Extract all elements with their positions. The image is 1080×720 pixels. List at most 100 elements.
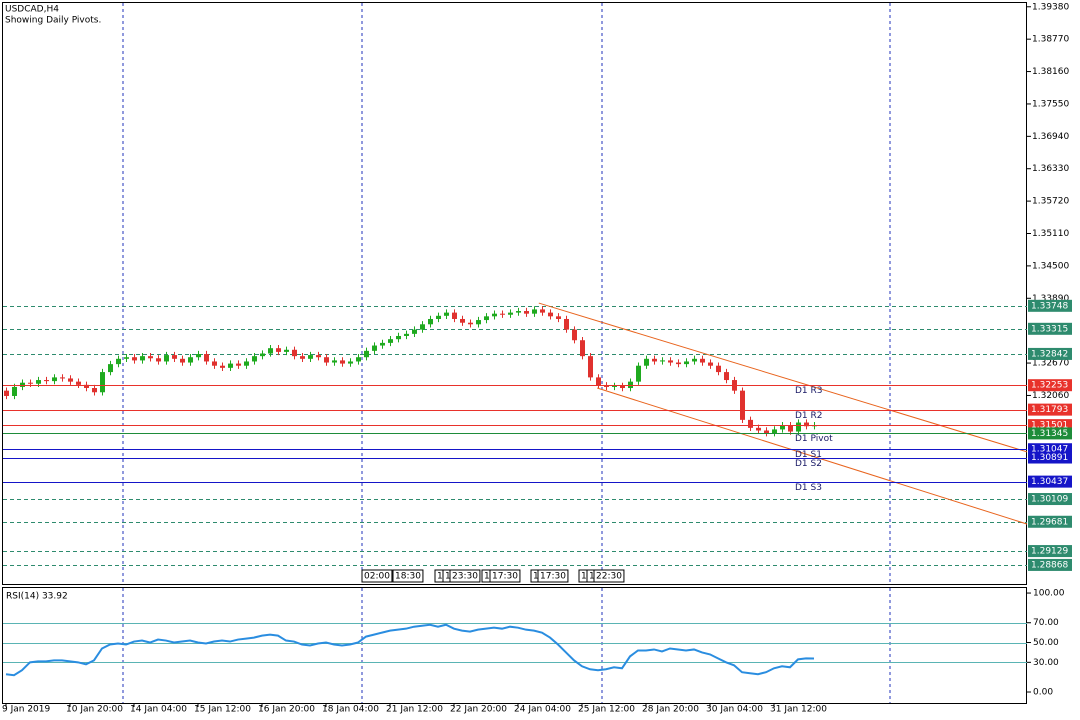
- candle-body: [540, 309, 545, 313]
- candle-body: [620, 385, 625, 389]
- x-tick-label: 15 Jan 12:00: [194, 705, 251, 715]
- price-label-box: [1028, 493, 1072, 506]
- candle-body: [124, 357, 129, 359]
- session-marker: 02:00: [364, 572, 390, 582]
- chart-subtitle: Showing Daily Pivots.: [5, 16, 101, 26]
- candle-body: [756, 427, 761, 431]
- candle-body: [28, 382, 33, 384]
- candle-body: [596, 377, 601, 386]
- price-label: 1.29129: [1031, 547, 1068, 557]
- candle-body: [612, 385, 617, 387]
- price-label: 1.33315: [1031, 324, 1068, 334]
- candle-body: [652, 358, 657, 362]
- candle-body: [52, 377, 57, 382]
- y-tick-label: 100.00: [1033, 589, 1065, 599]
- candle-body: [636, 365, 641, 382]
- y-tick-label: 1.32060: [1032, 391, 1069, 401]
- pivot-name: D1 R3: [795, 386, 823, 396]
- rsi-title: RSI(14) 33.92: [6, 592, 68, 602]
- price-label-box: [1028, 403, 1072, 416]
- candle-body: [740, 390, 745, 420]
- candle-body: [580, 340, 585, 357]
- session-marker-box: [361, 569, 393, 583]
- candle-body: [44, 380, 49, 382]
- candle-body: [348, 361, 353, 364]
- candle-body: [244, 361, 249, 366]
- y-tick-label: 1.39380: [1032, 2, 1069, 12]
- x-tick-label: 30 Jan 04:00: [706, 705, 763, 715]
- candle-body: [228, 363, 233, 368]
- session-marker: 17:30: [492, 572, 518, 582]
- candle-body: [532, 309, 537, 314]
- y-tick-label: 1.35110: [1032, 229, 1069, 239]
- candle-body: [268, 348, 273, 354]
- session-marker-box: [537, 569, 569, 583]
- price-label-box: [1028, 515, 1072, 528]
- candle-body: [468, 322, 473, 325]
- price-label: 1.29681: [1031, 517, 1068, 527]
- pivot-name: D1 S1: [795, 450, 822, 460]
- candle-body: [780, 425, 785, 430]
- trendline: [538, 302, 1027, 453]
- y-tick-label: 30.00: [1033, 658, 1059, 668]
- price-label: 1.31793: [1031, 405, 1068, 415]
- x-tick-label: 28 Jan 20:00: [642, 705, 699, 715]
- price-label-box: [1028, 322, 1072, 335]
- session-marker-box: [392, 569, 424, 583]
- candle-body: [556, 316, 561, 319]
- candle-body: [524, 311, 529, 314]
- price-label-box: [1028, 379, 1072, 392]
- candle-body: [276, 348, 281, 352]
- candle-body: [644, 358, 649, 366]
- session-marker-box: [449, 569, 481, 583]
- candle-body: [724, 372, 729, 381]
- candle-body: [804, 422, 809, 427]
- price-label: 1.28868: [1031, 560, 1068, 570]
- candle-body: [452, 312, 457, 319]
- candle-body: [172, 355, 177, 359]
- session-marker: 23:30: [452, 572, 478, 582]
- candle-body: [668, 360, 673, 363]
- price-label: 1.30437: [1031, 477, 1068, 487]
- candle-body: [140, 356, 145, 361]
- candle-body: [380, 342, 385, 346]
- candle-body: [324, 357, 329, 363]
- pivot-name: D1 S2: [795, 459, 822, 469]
- price-label-box: [1028, 451, 1072, 464]
- price-label-box: [1028, 347, 1072, 360]
- candle-body: [20, 382, 25, 387]
- x-tick-label: 10 Jan 20:00: [66, 705, 123, 715]
- pivot-name: D1 Pivot: [795, 434, 833, 444]
- y-tick-label: 1.34500: [1032, 261, 1069, 271]
- candle-body: [204, 354, 209, 362]
- candle-body: [572, 329, 577, 341]
- candle-body: [220, 365, 225, 368]
- candle-body: [428, 318, 433, 325]
- y-tick-label: 1.38770: [1032, 35, 1069, 45]
- price-label-box: [1028, 299, 1072, 312]
- candle-body: [300, 356, 305, 359]
- session-marker: 1: [533, 572, 539, 582]
- candle-body: [252, 356, 257, 362]
- candle-body: [308, 355, 313, 359]
- candle-body: [356, 357, 361, 362]
- price-label: 1.32253: [1031, 381, 1068, 391]
- rsi-line: [5, 623, 815, 677]
- candle-body: [436, 315, 441, 319]
- chart-title: USDCAD,H4: [5, 5, 59, 15]
- price-label: 1.33748: [1031, 301, 1068, 311]
- candle-body: [796, 422, 801, 432]
- candle-body: [460, 318, 465, 323]
- x-tick-label: 21 Jan 12:00: [386, 705, 443, 715]
- candle-body: [340, 360, 345, 364]
- candle-body: [420, 324, 425, 330]
- y-tick-label: 1.36940: [1032, 132, 1069, 142]
- price-label: 1.31047: [1031, 445, 1068, 455]
- candle-body: [708, 362, 713, 366]
- candle-body: [396, 335, 401, 340]
- y-tick-label: 1.38160: [1032, 67, 1069, 77]
- x-tick-label: 22 Jan 20:00: [450, 705, 507, 715]
- candle-body: [12, 386, 17, 396]
